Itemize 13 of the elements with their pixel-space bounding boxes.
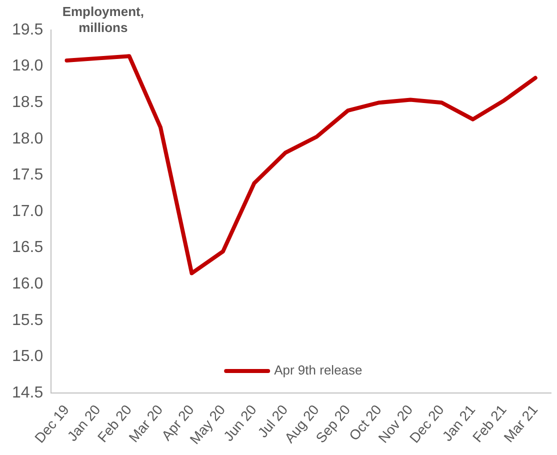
y-tick-label: 18.5: [12, 94, 44, 112]
y-tick-label: 15.5: [12, 312, 44, 329]
legend-label: Apr 9th release: [274, 362, 362, 378]
y-tick-label: 17.0: [12, 202, 44, 220]
y-tick-label: 15.0: [12, 348, 44, 366]
y-tick-label: 14.5: [12, 384, 44, 402]
y-tick-label: 18.0: [12, 130, 44, 148]
y-tick-label: 16.5: [12, 239, 44, 256]
y-tick-label: 19.5: [12, 21, 44, 38]
y-tick-label: 16.0: [12, 276, 44, 293]
chart-title: Employment, millions: [62, 4, 144, 36]
y-tick-label: 19.0: [12, 58, 44, 75]
y-tick-label: 17.5: [12, 166, 44, 184]
